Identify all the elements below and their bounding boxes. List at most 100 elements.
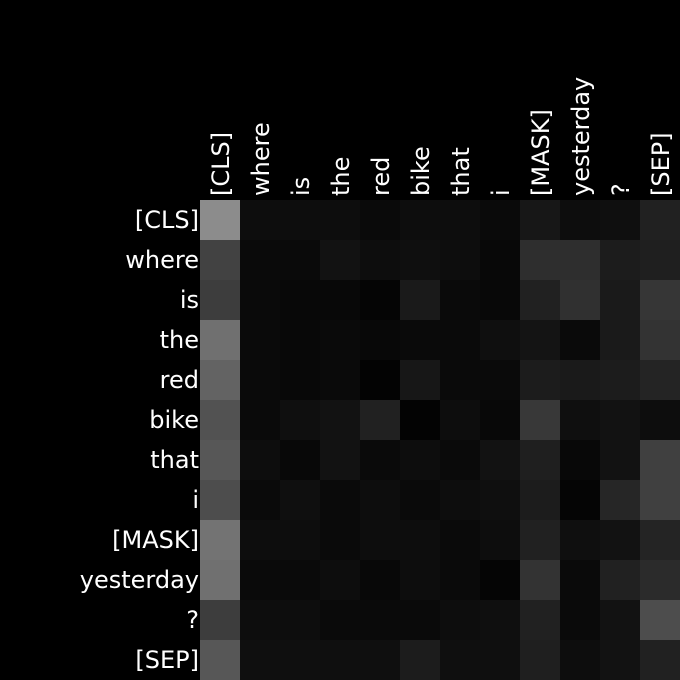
heatmap-cell (520, 320, 560, 360)
heatmap-cell (400, 640, 440, 680)
heatmap-cell (600, 240, 640, 280)
heatmap-cell (320, 480, 360, 520)
heatmap-cell (200, 400, 240, 440)
heatmap-cell (480, 400, 520, 440)
heatmap-cell (320, 240, 360, 280)
heatmap-cell (320, 560, 360, 600)
heatmap-cell (400, 240, 440, 280)
heatmap-cell (480, 360, 520, 400)
heatmap-cell (280, 400, 320, 440)
row-tick-label: is (180, 286, 199, 314)
heatmap-cell (200, 480, 240, 520)
row-tick-label: i (192, 486, 199, 514)
heatmap-cell (560, 320, 600, 360)
heatmap-cell (360, 640, 400, 680)
heatmap-cell (600, 600, 640, 640)
heatmap-cell (360, 480, 400, 520)
heatmap-cell (360, 280, 400, 320)
heatmap-cell (440, 640, 480, 680)
heatmap-cell (640, 560, 680, 600)
heatmap-cell (400, 200, 440, 240)
heatmap-cell (640, 520, 680, 560)
heatmap-cell (200, 240, 240, 280)
heatmap-cell (240, 400, 280, 440)
column-tick-label: [MASK] (527, 109, 555, 196)
heatmap-cell (280, 440, 320, 480)
heatmap-cell (480, 240, 520, 280)
heatmap-cell (320, 360, 360, 400)
heatmap-cells (200, 200, 680, 680)
heatmap-cell (400, 400, 440, 440)
heatmap-cell (560, 480, 600, 520)
row-tick-label: [SEP] (135, 646, 199, 674)
heatmap-cell (560, 240, 600, 280)
heatmap-cell (520, 560, 560, 600)
heatmap-cell (200, 600, 240, 640)
heatmap-cell (400, 360, 440, 400)
heatmap-cell (400, 280, 440, 320)
heatmap-cell (240, 560, 280, 600)
row-tick-labels: [CLS] where is the red bike that i [MASK] yesterd… (80, 206, 199, 674)
column-tick-label: i (487, 189, 515, 196)
heatmap-cell (440, 440, 480, 480)
heatmap-cell (640, 600, 680, 640)
heatmap-cell (600, 320, 640, 360)
column-tick-label: [SEP] (647, 132, 675, 196)
heatmap-cell (320, 640, 360, 680)
heatmap-cell (520, 480, 560, 520)
heatmap-cell (240, 200, 280, 240)
heatmap-cell (400, 480, 440, 520)
heatmap-cell (520, 200, 560, 240)
heatmap-cell (320, 440, 360, 480)
heatmap-cell (200, 320, 240, 360)
heatmap-cell (480, 560, 520, 600)
heatmap-cell (200, 360, 240, 400)
row-tick-label: the (160, 326, 199, 354)
heatmap-cell (320, 280, 360, 320)
heatmap-cell (640, 200, 680, 240)
heatmap-cell (520, 360, 560, 400)
heatmap-cell (520, 280, 560, 320)
column-tick-label: ? (607, 183, 635, 196)
heatmap-cell (360, 320, 400, 360)
heatmap-cell (240, 360, 280, 400)
heatmap-cell (400, 440, 440, 480)
heatmap-cell (280, 480, 320, 520)
heatmap-cell (240, 600, 280, 640)
heatmap-cell (640, 280, 680, 320)
heatmap-cell (320, 200, 360, 240)
heatmap-cell (440, 320, 480, 360)
heatmap-cell (320, 600, 360, 640)
row-tick-label: [CLS] (135, 206, 199, 234)
heatmap-cell (240, 280, 280, 320)
heatmap-cell (240, 640, 280, 680)
heatmap-cell (600, 560, 640, 600)
heatmap-cell (400, 320, 440, 360)
heatmap-cell (600, 640, 640, 680)
heatmap-cell (200, 520, 240, 560)
heatmap-cell (640, 480, 680, 520)
heatmap-cell (560, 360, 600, 400)
heatmap-cell (240, 240, 280, 280)
row-tick-label: [MASK] (112, 526, 199, 554)
heatmap-cell (440, 240, 480, 280)
row-tick-label: ? (186, 606, 199, 634)
heatmap-cell (520, 600, 560, 640)
heatmap-cell (440, 200, 480, 240)
heatmap-cell (560, 520, 600, 560)
heatmap-cell (400, 520, 440, 560)
heatmap-cell (640, 360, 680, 400)
heatmap-cell (480, 600, 520, 640)
heatmap-cell (560, 640, 600, 680)
row-tick-label: red (160, 366, 199, 394)
heatmap-cell (360, 440, 400, 480)
heatmap-cell (640, 400, 680, 440)
heatmap-cell (520, 440, 560, 480)
column-tick-label: is (287, 177, 315, 196)
heatmap-cell (280, 280, 320, 320)
heatmap-cell (520, 400, 560, 440)
heatmap-cell (480, 480, 520, 520)
heatmap-cell (520, 520, 560, 560)
heatmap-cell (440, 520, 480, 560)
